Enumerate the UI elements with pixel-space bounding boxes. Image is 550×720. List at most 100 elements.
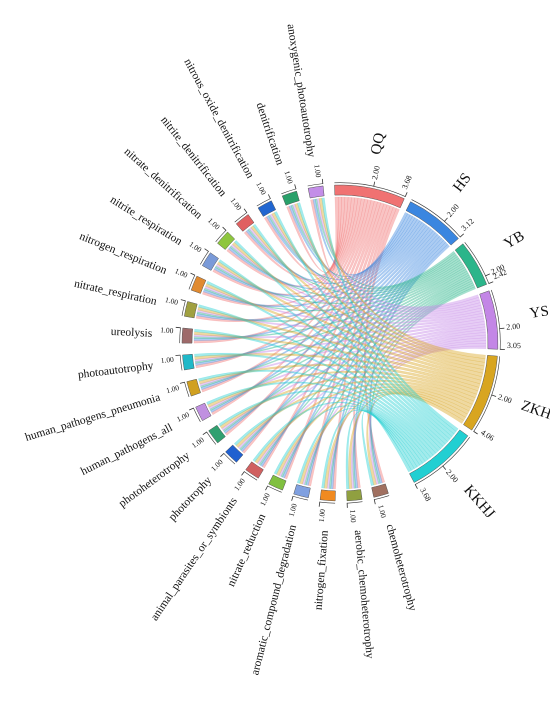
group-arc — [405, 201, 459, 246]
ribbon — [194, 331, 481, 388]
tick-mark — [473, 430, 478, 435]
tick-mark — [294, 184, 297, 190]
ribbon — [193, 265, 466, 339]
target-label: denitrification — [253, 101, 285, 167]
group-label: QQ — [368, 131, 388, 155]
ribbon — [206, 280, 446, 447]
tick-mark — [404, 192, 408, 198]
ribbon — [193, 223, 428, 341]
target-axis — [179, 355, 183, 371]
target-arc — [181, 327, 193, 344]
group-label: HS — [450, 170, 474, 195]
ribbon — [211, 200, 375, 416]
ribbon — [302, 337, 487, 485]
ribbon — [268, 214, 458, 292]
ribbon — [194, 352, 439, 454]
ribbon — [230, 244, 482, 318]
group-label: ZKHJ — [519, 398, 550, 425]
target-arc — [186, 378, 201, 397]
ribbon — [203, 261, 463, 312]
target-arc — [371, 483, 389, 498]
ribbon — [332, 205, 394, 490]
ribbon — [278, 334, 487, 477]
ribbon — [276, 386, 472, 476]
ribbon — [252, 223, 453, 440]
ribbon — [223, 230, 436, 434]
tick-mark — [179, 381, 185, 384]
value-label: 1.00 — [160, 355, 174, 365]
tick-mark — [267, 194, 271, 200]
ribbon — [369, 345, 487, 485]
ribbon — [208, 323, 486, 410]
target-label: animal_parasites_or_symbionts — [149, 495, 240, 623]
value-label: 1.00 — [187, 240, 203, 255]
ribbon — [308, 204, 391, 487]
target-axis — [193, 407, 201, 422]
ribbon — [228, 217, 418, 290]
ribbon — [294, 203, 486, 363]
tick-mark — [190, 272, 196, 276]
ribbon — [205, 283, 483, 381]
value-label: 1.00 — [165, 383, 180, 395]
target-label: phototrophy — [167, 474, 215, 523]
target-label: nitrite_respiration — [108, 194, 184, 248]
target-axis — [374, 495, 390, 500]
ribbon — [197, 306, 482, 385]
value-label: 1.00 — [258, 491, 272, 507]
group-arc — [463, 355, 498, 431]
target-axis — [307, 183, 323, 187]
ribbon — [271, 212, 485, 367]
tick-mark — [373, 181, 376, 187]
value-label: 1.00 — [229, 196, 244, 212]
ribbon — [234, 240, 451, 442]
target-arc — [346, 489, 363, 502]
tick-mark — [202, 431, 208, 436]
ribbon — [197, 309, 484, 329]
value-label: 1.00 — [190, 435, 206, 450]
target-arc — [190, 275, 207, 294]
ribbon — [237, 329, 486, 450]
value-label: 1.00 — [160, 325, 174, 335]
value-label: 1.00 — [282, 170, 295, 185]
target-arc — [245, 461, 264, 479]
value-label: 1.00 — [376, 504, 388, 519]
value-label: 1.00 — [164, 295, 179, 307]
group-arc — [409, 429, 469, 483]
ribbon — [203, 220, 423, 308]
tick-mark — [220, 452, 225, 457]
ribbon — [218, 390, 431, 460]
group-label: KKHJ — [460, 482, 497, 522]
target-arc — [182, 353, 195, 371]
target-label: nitrate_reduction — [225, 512, 268, 589]
ribbon — [297, 202, 457, 435]
ribbon — [193, 198, 365, 344]
target-arc — [293, 484, 311, 499]
ribbon — [266, 214, 413, 281]
target-axis — [206, 431, 217, 445]
target-axis — [234, 212, 247, 223]
ribbon — [194, 328, 441, 452]
tick-mark — [443, 217, 448, 222]
ribbon — [269, 213, 481, 313]
ribbon — [210, 228, 434, 413]
target-label: anoxygenic_photoautotrophy — [284, 23, 317, 158]
ribbon — [194, 267, 467, 364]
group-axis — [491, 289, 501, 350]
ribbon — [201, 199, 372, 393]
total-label: 3.05 — [507, 341, 521, 350]
target-label: aerobic_chemoheterotrophy — [352, 530, 376, 660]
group-axis — [334, 182, 406, 197]
ribbon — [326, 340, 487, 489]
ribbon — [280, 278, 473, 478]
ribbon — [199, 321, 485, 387]
value-label: 1.00 — [254, 180, 268, 196]
target-label: chemoheterotrophy — [384, 523, 419, 613]
ribbon — [348, 392, 466, 489]
ribbon — [352, 284, 475, 489]
target-axis — [244, 471, 258, 481]
tick-mark — [442, 465, 447, 470]
total-label: 3.12 — [459, 217, 475, 233]
target-arc — [268, 474, 287, 491]
ribbon — [202, 197, 359, 307]
